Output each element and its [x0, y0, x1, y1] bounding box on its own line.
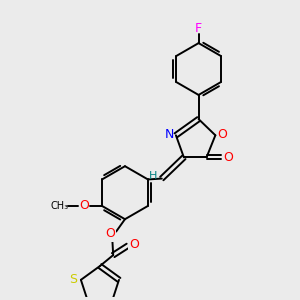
Text: N: N [165, 128, 174, 141]
Text: O: O [223, 151, 233, 164]
Text: CH₃: CH₃ [50, 201, 68, 211]
Text: O: O [129, 238, 139, 251]
Text: O: O [217, 128, 227, 141]
Text: F: F [195, 22, 202, 35]
Text: S: S [70, 273, 77, 286]
Text: O: O [79, 200, 89, 212]
Text: H: H [149, 171, 158, 181]
Text: O: O [105, 227, 115, 240]
